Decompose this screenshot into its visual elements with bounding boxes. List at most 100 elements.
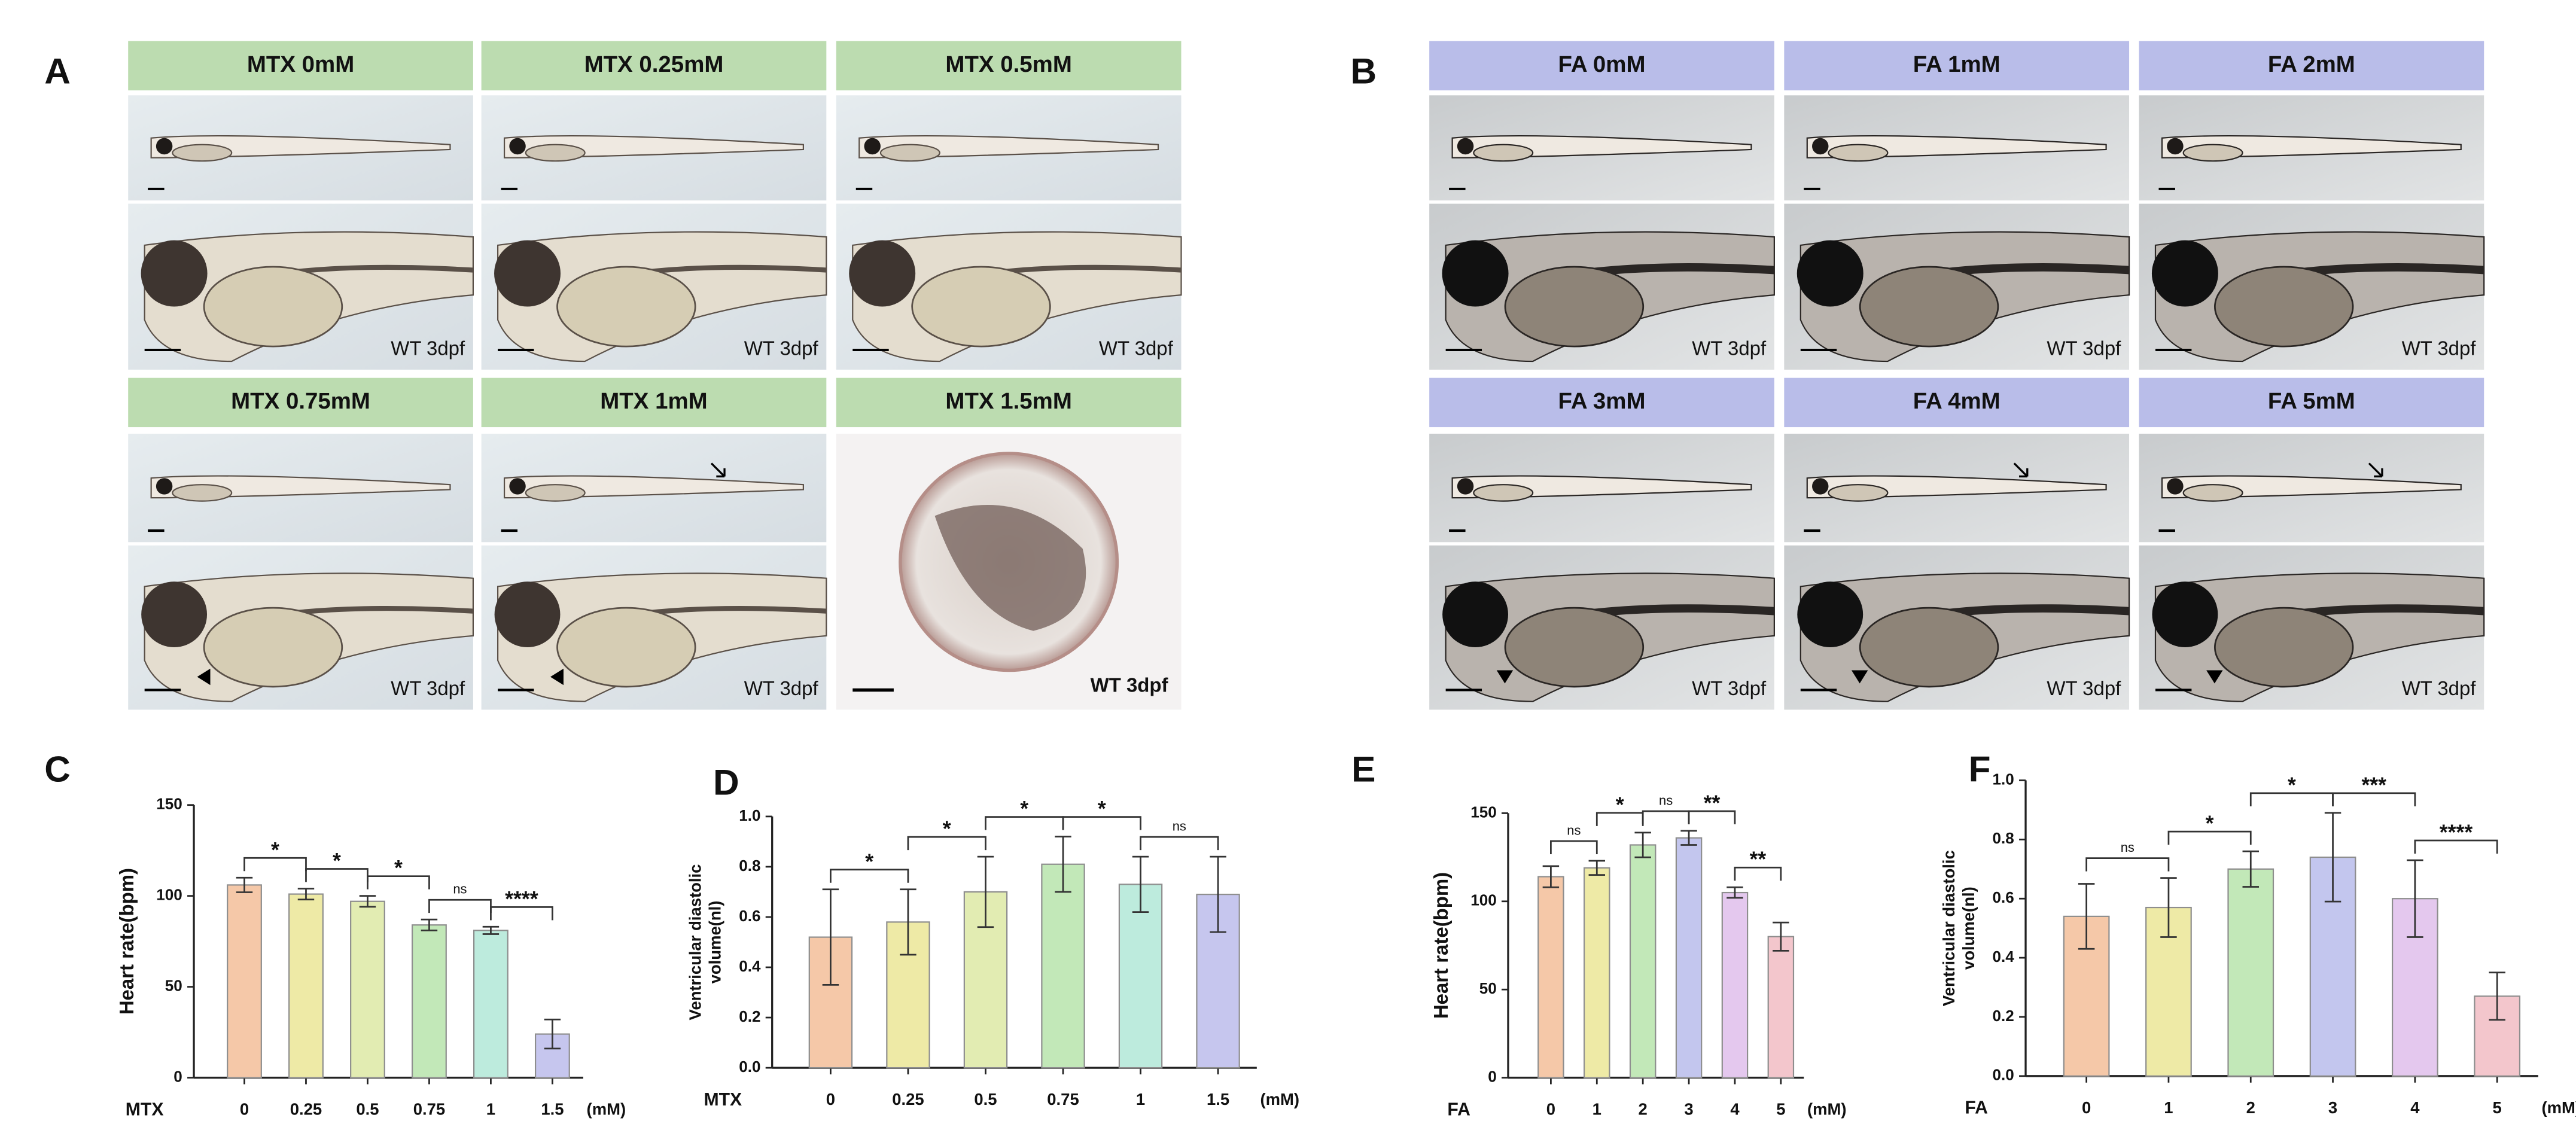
y-tick-label: 0.6 [739,907,760,925]
significance-bracket [1140,836,1219,851]
x-tick-label: 4 [1730,1100,1740,1119]
error-bar [1773,921,1789,952]
fish-eye [1812,478,1829,495]
error-bar [1588,860,1606,876]
significance-bracket [1688,810,1736,824]
photo-caption: WT 3dpf [2402,337,2477,360]
fish-eye [1797,581,1864,648]
error-bar [1634,831,1651,858]
error-bar [1055,836,1071,893]
x-unit-label: (mM) [587,1100,626,1119]
fish-eye [2152,581,2218,648]
panel-header [1429,377,1774,428]
y-tick-label: 0.0 [1993,1066,2014,1084]
fish-eye [509,138,526,155]
x-axis-label: MTX [704,1090,742,1110]
significance-label: ns [2121,840,2135,855]
bar [412,924,447,1079]
significance-bracket [428,898,492,913]
x-tick-label: 2 [1639,1100,1648,1119]
panel-title: MTX 0.25mM [584,51,724,77]
y-axis-label: Heart rate(bpm) [1430,872,1452,1019]
x-tick-label: 2 [2246,1098,2255,1117]
panel-title: MTX 0.75mM [231,388,370,414]
y-tick-label: 0 [1488,1067,1497,1085]
fish-yolk [525,144,586,162]
fish-eye [494,240,561,307]
fish-yolk [1859,266,1999,348]
significance-bracket [1062,816,1141,830]
fish-yolk [879,144,940,162]
panel-header [1784,377,2130,428]
significance-bracket [830,869,909,883]
fish-eye [509,478,526,495]
y-axis-label: Heart rate(bpm) [115,868,138,1015]
fish-yolk [1828,484,1889,502]
arrowhead [2206,670,2223,684]
panel-title: MTX 0mM [247,51,354,77]
y-axis-label: volume(nl) [706,901,724,984]
panel-label: C [44,749,71,790]
x-axis-label: MTX [126,1099,164,1119]
significance-label: **** [505,887,538,911]
y-tick-label: 0.0 [739,1058,760,1076]
panel-label: A [44,51,71,92]
significance-label: ns [453,882,467,897]
panel-label: E [1351,749,1375,790]
arrow [710,462,726,478]
significance-label: ns [1567,823,1581,837]
photo-caption: WT 3dpf [391,677,465,699]
fish-yolk [1828,144,1889,162]
bar [1629,844,1657,1079]
fish-eye [156,138,173,155]
x-tick-label: 5 [1776,1100,1785,1119]
error-bar [1210,855,1226,933]
y-tick-label: 50 [1479,979,1497,997]
bar [288,893,324,1079]
fish-eye [1442,240,1509,307]
fish-eye [2167,138,2184,155]
bar [1537,876,1564,1079]
fish-eye [2151,240,2218,307]
fish-yolk [2182,484,2243,502]
bar [1675,837,1703,1079]
photo-caption: WT 3dpf [391,337,465,360]
significance-label: *** [2361,773,2386,797]
panel-header [1429,41,1774,91]
error-bar [1680,830,1697,846]
bar [1767,936,1795,1079]
significance-label: * [1020,797,1028,821]
arrow [2013,462,2029,478]
error-bar [297,888,315,901]
y-tick-label: 0.8 [1993,829,2014,847]
error-bar [977,855,994,928]
fish-yolk [2182,144,2243,162]
significance-bracket [1642,810,1690,824]
x-tick-label: 0 [826,1090,835,1108]
fish-yolk [172,144,233,162]
fish-eye [494,581,561,648]
bar [2227,868,2274,1077]
x-tick-label: 4 [2410,1098,2420,1117]
arrow [2368,462,2383,478]
error-bar [236,876,253,893]
photo-caption: WT 3dpf [2047,337,2121,360]
photo-caption: WT 3dpf [1099,337,1174,360]
significance-label: * [865,849,873,873]
y-axis-label: Ventricular diastolic [686,864,705,1021]
panel-header [836,377,1182,428]
x-axis-label: FA [1965,1098,1988,1118]
photo-caption: WT 3dpf [744,337,819,360]
y-tick-label: 0.2 [1993,1007,2014,1025]
x-unit-label: (mM) [1260,1090,1299,1108]
bar [473,930,508,1079]
fish-yolk [1473,484,1534,502]
panel-title: MTX 1mM [600,388,707,414]
x-tick-label: 1 [2164,1098,2173,1117]
panel-header [128,41,473,91]
x-tick-label: 0.25 [290,1100,322,1119]
x-axis-label: FA [1447,1099,1470,1119]
x-tick-label: 0.5 [974,1090,997,1108]
bar [227,884,262,1079]
